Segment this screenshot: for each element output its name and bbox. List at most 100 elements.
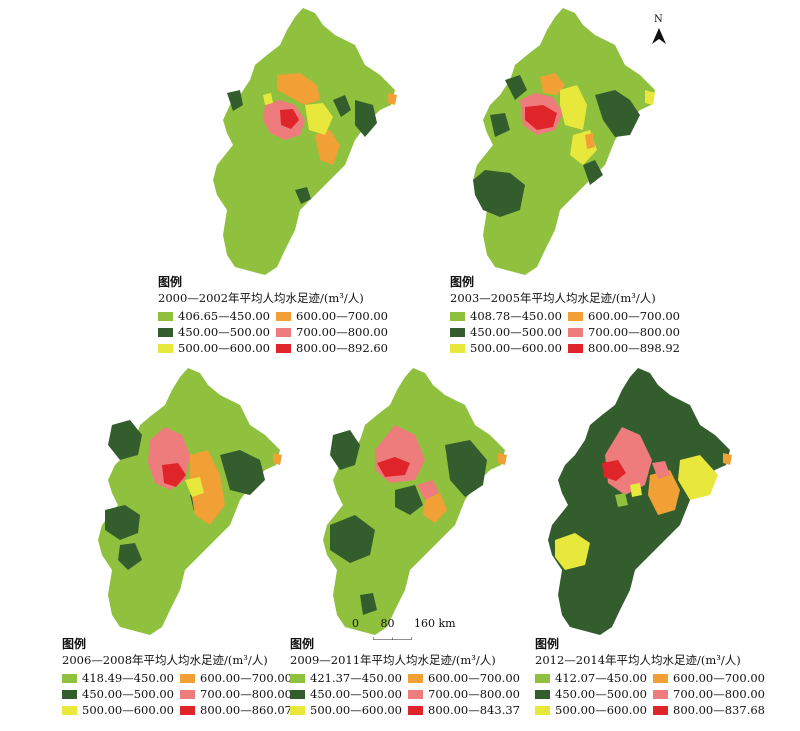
legend-item: 800.00—898.92 xyxy=(568,341,686,356)
legend-item: 406.65—450.00 xyxy=(158,309,276,324)
district-pink-2 xyxy=(652,461,670,479)
legend-swatch xyxy=(535,674,550,683)
legend-label: 600.00—700.00 xyxy=(200,671,292,685)
legend-swatch xyxy=(276,344,291,353)
legend-title: 图例 xyxy=(62,637,87,651)
legend-item: 412.07—450.00 xyxy=(535,671,653,686)
legend-label: 406.65—450.00 xyxy=(178,309,270,323)
district-dark xyxy=(108,420,142,460)
legend-label: 600.00—700.00 xyxy=(673,671,765,685)
legend-label: 800.00—843.37 xyxy=(428,703,520,717)
legend-2009-2011: 图例 2009—2011年平均人均水足迹/(m³/人) 421.37—450.0… xyxy=(290,637,526,718)
legend-2003-2005: 图例 2003—2005年平均人均水足迹/(m³/人) 408.78—450.0… xyxy=(450,275,686,356)
legend-item: 450.00—500.00 xyxy=(450,325,568,340)
legend-swatch xyxy=(180,690,195,699)
legend-label: 421.37—450.00 xyxy=(310,671,402,685)
legend-swatch xyxy=(158,328,173,337)
legend-swatch xyxy=(450,328,465,337)
district-dark-3 xyxy=(445,440,487,497)
district-yellow xyxy=(678,455,718,500)
region-outline xyxy=(98,368,280,635)
legend-item: 800.00—837.68 xyxy=(653,703,771,718)
legend-item: 600.00—700.00 xyxy=(180,671,298,686)
legend-2006-2008: 图例 2006—2008年平均人均水足迹/(m³/人) 418.49—450.0… xyxy=(62,637,298,718)
legend-title: 图例 xyxy=(535,637,560,651)
north-arrow-icon xyxy=(652,28,666,44)
legend-swatch xyxy=(180,706,195,715)
legend-label: 800.00—837.68 xyxy=(673,703,765,717)
district-dark-3 xyxy=(220,450,265,495)
legend-label: 450.00—500.00 xyxy=(470,325,562,339)
legend-item: 500.00—600.00 xyxy=(158,341,276,356)
legend-swatch xyxy=(450,344,465,353)
district-dark xyxy=(473,170,525,217)
district-dark xyxy=(355,100,377,137)
legend-item: 450.00—500.00 xyxy=(290,687,408,702)
legend-swatch xyxy=(653,690,668,699)
legend-label: 450.00—500.00 xyxy=(555,687,647,701)
legend-item: 700.00—800.00 xyxy=(408,687,526,702)
legend-label: 800.00—892.60 xyxy=(296,341,388,355)
map-2012-2014 xyxy=(548,368,732,635)
legend-swatch xyxy=(653,674,668,683)
legend-2012-2014: 图例 2012—2014年平均人均水足迹/(m³/人) 412.07—450.0… xyxy=(535,637,771,718)
legend-item: 408.78—450.00 xyxy=(450,309,568,324)
district-pink-2 xyxy=(417,480,439,500)
district-yellow xyxy=(185,477,204,497)
legend-title: 图例 xyxy=(450,275,475,289)
map-2006-2008 xyxy=(98,368,282,635)
legend-label: 600.00—700.00 xyxy=(588,309,680,323)
district-dark-3 xyxy=(505,75,527,100)
legend-label: 450.00—500.00 xyxy=(82,687,174,701)
district-yellow-3 xyxy=(630,483,642,497)
legend-item: 500.00—600.00 xyxy=(62,703,180,718)
district-dark-5 xyxy=(583,160,603,185)
legend-swatch xyxy=(568,328,583,337)
scale-tick-0: 0 xyxy=(352,617,359,630)
district-orange-2 xyxy=(315,130,340,165)
district-dark-4 xyxy=(295,187,311,204)
legend-item: 600.00—700.00 xyxy=(408,671,526,686)
legend-item: 421.37—450.00 xyxy=(290,671,408,686)
legend-item: 600.00—700.00 xyxy=(276,309,394,324)
legend-2000-2002: 图例 2000—2002年平均人均水足迹/(m³/人) 406.65—450.0… xyxy=(158,275,394,356)
legend-label: 408.78—450.00 xyxy=(470,309,562,323)
district-dark-4 xyxy=(395,485,423,515)
scale-tick-2: 160 km xyxy=(414,617,456,630)
map-2000-2002 xyxy=(213,8,397,275)
legend-swatch xyxy=(535,690,550,699)
legend-swatch xyxy=(62,706,77,715)
legend-item: 600.00—700.00 xyxy=(568,309,686,324)
district-orange xyxy=(277,73,320,105)
legend-item: 500.00—600.00 xyxy=(450,341,568,356)
legend-subtitle: 2006—2008年平均人均水足迹/(m³/人) xyxy=(62,653,268,667)
district-yellow-2 xyxy=(263,93,273,105)
legend-item: 500.00—600.00 xyxy=(290,703,408,718)
legend-label: 500.00—600.00 xyxy=(470,341,562,355)
district-dark-2 xyxy=(333,95,351,117)
legend-item: 700.00—800.00 xyxy=(568,325,686,340)
district-dark-4 xyxy=(118,543,142,570)
legend-label: 700.00—800.00 xyxy=(428,687,520,701)
district-orange-2 xyxy=(723,453,732,465)
legend-item: 450.00—500.00 xyxy=(158,325,276,340)
legend-swatch xyxy=(276,328,291,337)
legend-label: 700.00—800.00 xyxy=(588,325,680,339)
district-red xyxy=(280,109,299,129)
district-orange-2 xyxy=(585,133,595,149)
legend-swatch xyxy=(180,674,195,683)
district-orange xyxy=(648,470,680,515)
legend-item: 700.00—800.00 xyxy=(276,325,394,340)
map-2009-2011 xyxy=(323,368,507,635)
legend-swatch xyxy=(450,312,465,321)
legend-label: 450.00—500.00 xyxy=(310,687,402,701)
district-dark-5 xyxy=(360,593,377,615)
legend-label: 800.00—898.92 xyxy=(588,341,680,355)
legend-swatch xyxy=(408,706,423,715)
legend-swatch xyxy=(158,344,173,353)
district-red xyxy=(525,105,557,130)
legend-swatch xyxy=(62,674,77,683)
legend-swatch xyxy=(568,312,583,321)
scale-tick-1: 80 xyxy=(380,617,395,630)
legend-label: 700.00—800.00 xyxy=(673,687,765,701)
